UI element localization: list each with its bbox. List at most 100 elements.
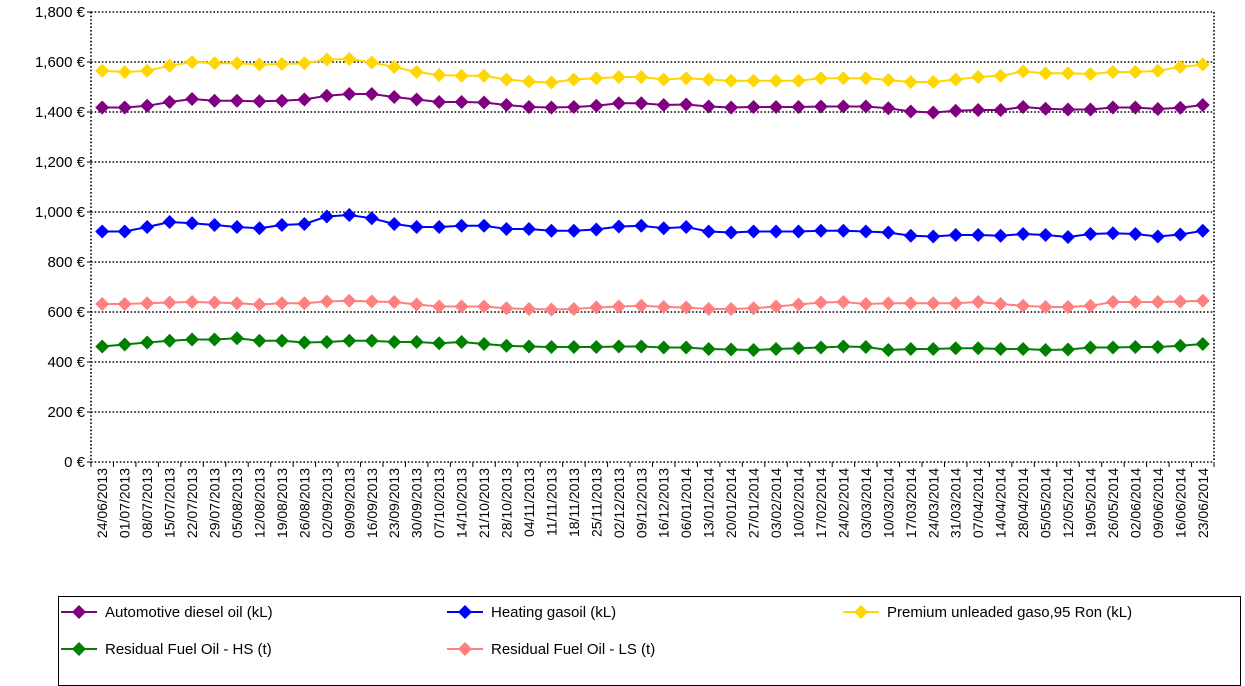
y-tick-label: 400 €	[47, 354, 85, 371]
data-point	[117, 297, 132, 311]
data-point	[1195, 337, 1210, 351]
data-point	[274, 57, 289, 71]
data-point	[162, 58, 177, 73]
data-point	[746, 224, 761, 239]
data-point	[342, 293, 357, 308]
data-point	[1061, 300, 1076, 314]
data-point	[858, 340, 873, 354]
x-tick-label: 02/06/2014	[1127, 468, 1143, 538]
data-point	[746, 100, 761, 114]
data-point	[813, 99, 828, 114]
data-point	[319, 88, 334, 103]
data-point	[229, 220, 244, 234]
data-point	[432, 95, 447, 109]
data-point	[634, 339, 649, 354]
x-axis-ticks: 24/06/2013 01/07/2013 08/07/2013 15/07/2013…	[90, 462, 1215, 538]
x-tick-label: 17/03/2014	[903, 468, 919, 538]
data-point	[948, 228, 963, 242]
y-tick-label: 1,000 €	[35, 204, 86, 221]
x-tick-label: 22/07/2013	[184, 468, 200, 538]
legend-item-automotive-diesel: Automotive diesel oil (kL)	[59, 601, 273, 623]
data-point	[1150, 229, 1165, 244]
data-point	[319, 209, 334, 224]
data-point	[1150, 340, 1165, 354]
data-point	[611, 339, 626, 354]
x-tick-label: 10/02/2014	[790, 468, 806, 538]
data-point	[95, 224, 110, 239]
data-point	[701, 302, 716, 316]
data-point	[634, 218, 649, 233]
data-point	[589, 300, 604, 315]
data-point	[971, 70, 986, 84]
x-tick-label: 25/11/2013	[588, 468, 604, 537]
data-point	[746, 73, 761, 88]
data-point	[836, 339, 851, 354]
data-point	[903, 296, 918, 311]
data-point	[117, 65, 132, 79]
data-point	[724, 225, 739, 240]
data-point	[769, 100, 784, 114]
data-point	[477, 299, 492, 314]
data-point	[521, 302, 536, 316]
data-point	[813, 295, 828, 310]
x-tick-label: 09/12/2013	[633, 468, 649, 538]
data-point	[140, 220, 155, 234]
data-point	[499, 338, 514, 353]
data-point	[813, 223, 828, 238]
data-point	[162, 215, 177, 229]
series-2	[95, 52, 1210, 90]
data-point	[477, 218, 492, 233]
data-point	[858, 71, 873, 86]
data-point	[1083, 102, 1098, 117]
x-tick-label: 03/02/2014	[768, 468, 784, 538]
data-point	[274, 218, 289, 232]
data-point	[701, 342, 716, 356]
data-point	[521, 222, 536, 236]
data-point	[993, 342, 1008, 356]
data-point	[1195, 57, 1210, 72]
data-point	[499, 98, 514, 112]
data-point	[229, 296, 244, 311]
series-3	[95, 331, 1210, 357]
data-point	[454, 68, 469, 83]
data-point	[926, 105, 941, 120]
data-point	[499, 301, 514, 316]
data-point	[140, 98, 155, 113]
data-point	[1083, 67, 1098, 81]
data-point	[274, 296, 289, 311]
data-point	[364, 87, 379, 101]
data-point	[207, 332, 222, 347]
data-point	[1105, 340, 1120, 355]
data-point	[656, 72, 671, 87]
data-point	[724, 73, 739, 88]
data-point	[634, 96, 649, 111]
x-tick-label: 19/05/2014	[1082, 468, 1098, 538]
data-point	[971, 295, 986, 309]
series-line	[102, 93, 1203, 114]
legend-swatch-marker	[458, 642, 472, 656]
data-point	[274, 93, 289, 108]
data-point	[544, 302, 559, 317]
data-point	[387, 295, 402, 309]
data-point	[881, 343, 896, 357]
data-point	[1038, 300, 1053, 314]
data-point	[948, 296, 963, 311]
data-point	[566, 223, 581, 238]
data-point	[207, 218, 222, 232]
data-point	[1128, 340, 1143, 354]
data-point	[1061, 230, 1076, 244]
x-tick-label: 12/08/2013	[251, 468, 267, 538]
data-point	[1016, 298, 1031, 313]
data-point	[274, 333, 289, 348]
data-point	[229, 56, 244, 71]
x-tick-label: 27/01/2014	[746, 468, 762, 538]
x-tick-label: 29/07/2013	[207, 468, 223, 538]
data-point	[319, 335, 334, 349]
data-point	[1105, 65, 1120, 79]
x-tick-label: 28/04/2014	[1015, 468, 1031, 538]
legend-label: Heating gasoil (kL)	[491, 603, 617, 621]
x-tick-label: 21/10/2013	[476, 468, 492, 538]
data-point	[903, 228, 918, 243]
data-point	[1038, 228, 1053, 242]
x-tick-label: 05/05/2014	[1038, 468, 1054, 538]
